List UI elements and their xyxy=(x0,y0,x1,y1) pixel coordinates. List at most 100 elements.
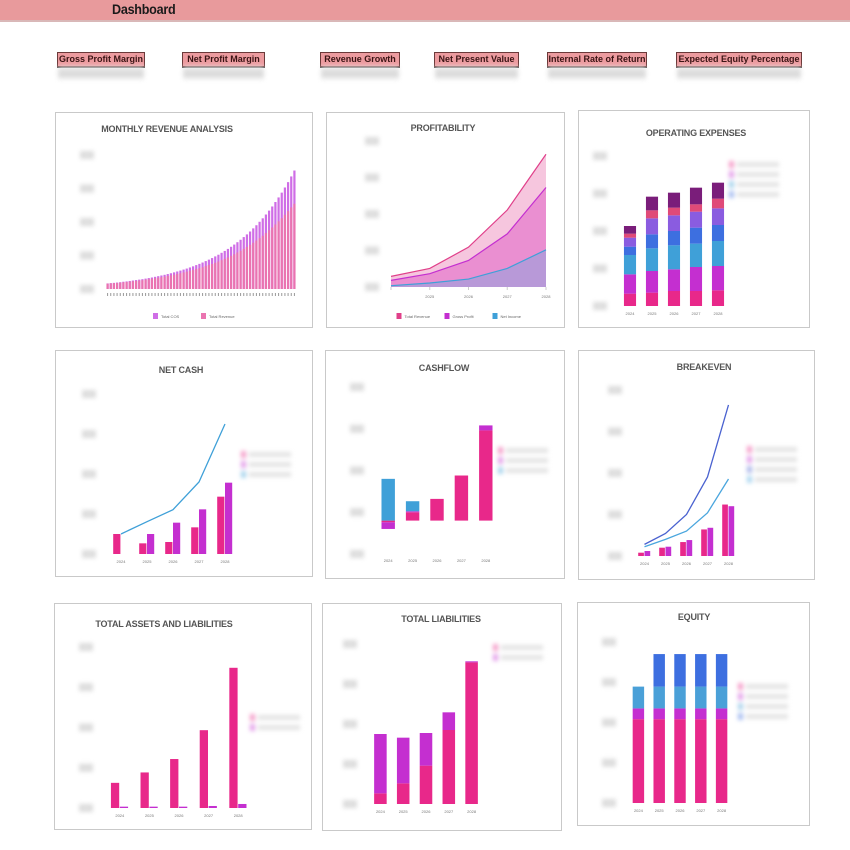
bar-segment xyxy=(653,708,665,720)
legend-swatch-blurred xyxy=(738,703,743,710)
chart-svg: EQUITY 2024 2025 2026 2027 2028 xyxy=(602,612,788,813)
x-tick-label: 2027 xyxy=(696,808,706,813)
bar-segment xyxy=(689,211,703,228)
chart-cashflow[interactable]: CASHFLOW 2024 2025 2026 2027 2028 xyxy=(325,350,565,579)
bar-segment xyxy=(160,277,163,289)
y-tick-label-blurred xyxy=(343,760,357,768)
y-axis-labels-blurred xyxy=(602,638,616,807)
legend-swatch-blurred xyxy=(250,714,255,721)
x-tick-label: 2027 xyxy=(692,311,702,316)
bar-segment xyxy=(169,275,173,289)
bar-segment xyxy=(165,542,173,554)
y-tick-label-blurred xyxy=(79,683,93,692)
y-tick-label-blurred xyxy=(365,210,379,218)
y-tick-label-blurred xyxy=(602,638,616,646)
x-tick-label-illegible xyxy=(132,293,134,296)
bar-segment xyxy=(172,274,176,289)
y-tick-label-blurred xyxy=(343,640,357,648)
chart-svg: PROFITABILITY 2025 2026 2027 2028 Total Reven… xyxy=(365,123,551,319)
bar-segment xyxy=(405,511,420,513)
bar-segment xyxy=(632,708,645,720)
chart-equity[interactable]: EQUITY 2024 2025 2026 2027 2028 xyxy=(577,602,810,826)
bar-segment xyxy=(374,793,387,804)
legend-label-blurred xyxy=(258,715,300,720)
y-tick-label-blurred xyxy=(608,427,622,436)
x-tick-label-illegible xyxy=(116,293,118,296)
bar-segment xyxy=(225,482,233,554)
bar-segment xyxy=(405,501,420,512)
x-tick-label-illegible xyxy=(145,293,147,296)
legend-label-blurred xyxy=(506,448,548,453)
y-tick-label-blurred xyxy=(343,720,357,728)
x-tick-label-illegible xyxy=(243,293,245,296)
bar-segment xyxy=(214,262,217,289)
chart-title: OPERATING EXPENSES xyxy=(646,128,746,138)
y-tick-label-blurred xyxy=(602,718,616,727)
bar-segment xyxy=(255,240,258,289)
bar-segment xyxy=(141,280,144,289)
x-tick-label-illegible xyxy=(284,293,286,296)
x-tick-label-illegible xyxy=(202,293,204,296)
legend-label: Net Income xyxy=(501,314,522,319)
chart-net-cash[interactable]: NET CASH 2024 2025 2026 2027 2028 xyxy=(55,350,313,577)
bar-segment xyxy=(645,210,659,219)
chart-monthly-revenue[interactable]: MONTHLY REVENUE ANALYSIS Total COS Total R… xyxy=(55,112,313,328)
chart-operating-expenses[interactable]: OPERATING EXPENSES 2024 2025 2026 2027 2028 xyxy=(578,110,810,328)
chart-total-liabilities[interactable]: TOTAL LIABILITIES 2024 2025 2026 2027 2028 xyxy=(322,603,562,831)
bar-segment xyxy=(653,654,665,687)
bar-segment xyxy=(711,198,725,209)
y-tick-label-blurred xyxy=(343,680,357,688)
legend-swatch-blurred xyxy=(498,457,503,464)
bar-segment xyxy=(667,269,681,291)
area-line xyxy=(390,153,547,277)
legend-label-blurred xyxy=(755,467,797,472)
legend-label-blurred xyxy=(755,457,797,462)
bar-segment xyxy=(632,686,645,709)
bar-segment xyxy=(405,512,420,521)
chart-svg: MONTHLY REVENUE ANALYSIS Total COS Total R… xyxy=(80,124,296,319)
bar-segment xyxy=(715,708,728,720)
legend-label-blurred xyxy=(746,694,788,699)
legend-swatch-blurred xyxy=(738,693,743,700)
y-tick-label-blurred xyxy=(79,723,93,732)
bar-segment xyxy=(674,686,686,709)
bar-segment xyxy=(442,730,456,804)
bar-segment xyxy=(153,278,157,289)
bar-segment xyxy=(632,719,645,803)
chart-total-assets-liabilities[interactable]: TOTAL ASSETS AND LIABILITIES 2024 2025 2026… xyxy=(54,603,312,830)
x-tick-label-illegible xyxy=(252,293,254,296)
x-tick-label: 2026 xyxy=(169,559,179,564)
bar-segment xyxy=(115,282,119,289)
bar-segment xyxy=(674,654,686,687)
legend-swatch xyxy=(444,313,450,319)
legend-label-blurred xyxy=(746,684,788,689)
x-tick-label-illegible xyxy=(255,293,257,296)
y-tick-label-blurred xyxy=(608,552,622,560)
legend-swatch xyxy=(492,313,498,319)
chart-breakeven[interactable]: BREAKEVEN 2024 2025 2026 2027 2028 xyxy=(578,350,815,580)
bar-segment xyxy=(695,708,707,720)
x-tick-label-illegible xyxy=(290,293,292,296)
bar-segment xyxy=(479,430,493,521)
x-tick-label-illegible xyxy=(195,293,197,296)
legend-label-blurred xyxy=(506,468,548,473)
x-tick-label-illegible xyxy=(249,293,251,296)
x-tick-label: 2026 xyxy=(464,294,474,299)
y-tick-label-blurred xyxy=(80,285,94,293)
bar-segment xyxy=(623,226,637,234)
x-tick-label: 2026 xyxy=(175,813,185,818)
legend-label-blurred xyxy=(249,462,291,467)
bar-segment xyxy=(106,283,109,289)
bar-segment xyxy=(150,278,154,289)
bar-segment xyxy=(226,257,230,289)
chart-profitability[interactable]: PROFITABILITY 2025 2026 2027 2028 Total Reven… xyxy=(326,112,565,328)
legend-label-blurred xyxy=(755,477,797,482)
x-tick-label: 2025 xyxy=(408,558,418,563)
kpi-gross-profit-margin: Gross Profit Margin xyxy=(57,52,145,67)
x-tick-label-illegible xyxy=(227,293,229,296)
y-tick-label-blurred xyxy=(82,390,96,398)
bar-segment xyxy=(280,218,283,289)
bar-segment xyxy=(645,292,659,306)
x-tick-label-illegible xyxy=(211,293,213,296)
x-tick-label-illegible xyxy=(192,293,194,296)
